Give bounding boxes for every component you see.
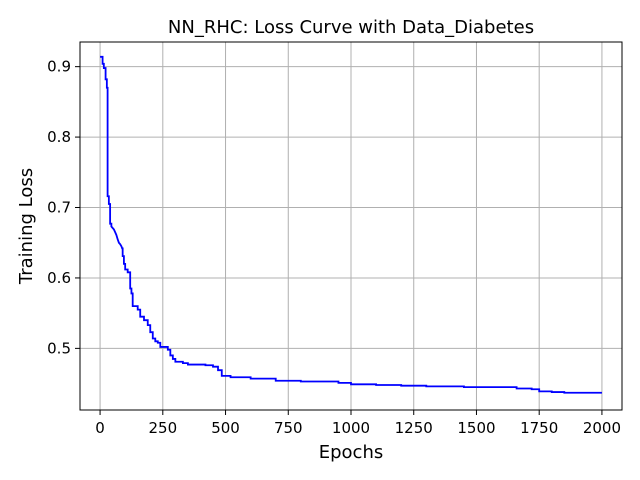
x-axis-title: Epochs: [319, 442, 384, 463]
x-tick-label: 1500: [457, 419, 495, 437]
x-tick-label: 2000: [583, 419, 621, 437]
tick-layer: 0 250 500 750 1000 1250 1500 1750 2000 0.5 0.6 0.7 0…: [47, 58, 621, 437]
y-tick-label: 0.5: [47, 339, 71, 357]
plot-layer: [100, 55, 602, 394]
y-tick-label: 0.8: [47, 128, 71, 146]
x-tick-label: 750: [274, 419, 303, 437]
y-axis-title: Training Loss: [16, 168, 37, 285]
x-tick-label: 1750: [520, 419, 558, 437]
x-tick-label: 0: [95, 419, 105, 437]
series-line-0: [100, 55, 602, 394]
y-tick-label: 0.7: [47, 199, 71, 217]
grid-layer: [80, 42, 622, 410]
x-tick-label: 1250: [395, 419, 433, 437]
x-tick-label: 500: [211, 419, 240, 437]
y-tick-label: 0.6: [47, 269, 71, 287]
x-tick-label: 250: [148, 419, 177, 437]
chart-title: NN_RHC: Loss Curve with Data_Diabetes: [168, 17, 534, 38]
x-tick-label: 1000: [332, 419, 370, 437]
y-tick-label: 0.9: [47, 58, 71, 76]
